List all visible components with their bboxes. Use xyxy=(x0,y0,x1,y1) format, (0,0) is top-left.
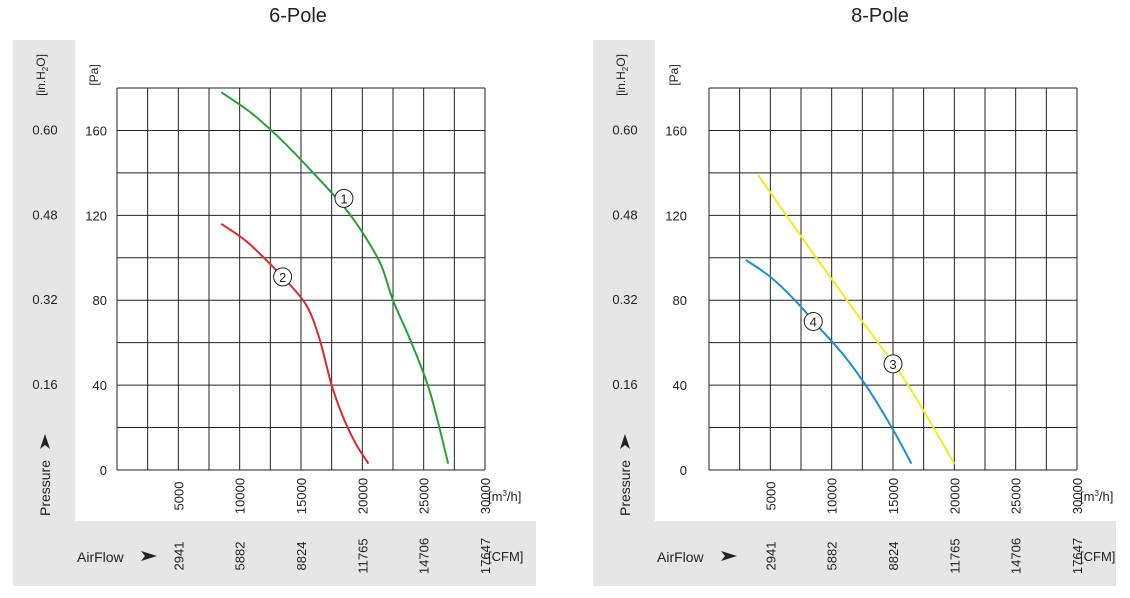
x-tick-label: 5000 xyxy=(763,482,778,511)
cfm-tick-label: 17647 xyxy=(478,538,493,574)
airflow-arrow-icon xyxy=(721,551,737,561)
x-tick-label: 15000 xyxy=(886,478,901,514)
cfm-tick-label: 8824 xyxy=(886,542,901,571)
cfm-axis-band xyxy=(13,521,536,586)
curve-marker-label: 1 xyxy=(340,191,347,206)
airflow-arrow-icon xyxy=(141,551,157,561)
cfm-axis-band xyxy=(593,521,1116,586)
airflow-label: AirFlow xyxy=(657,549,705,565)
chart-panel-1: 6-Pole[in.H2O][Pa]0.600.480.320.16160120… xyxy=(13,5,536,586)
left-tick-label: 0.48 xyxy=(32,207,57,222)
pa-tick-label: 0 xyxy=(680,463,687,478)
curve-marker-label: 2 xyxy=(279,270,286,285)
pressure-label: Pressure xyxy=(37,460,53,516)
left-tick-label: 0.16 xyxy=(612,377,637,392)
curve-marker-circle xyxy=(273,267,293,287)
pressure-label: Pressure xyxy=(617,460,633,516)
cfm-tick-label: 5882 xyxy=(233,542,248,571)
curve-marker-circle xyxy=(803,311,823,331)
curve-3 xyxy=(757,174,956,465)
left-axis-band xyxy=(13,40,75,521)
chart-panel-2: 8-Pole [in.H2O] [Pa] 0.60 0.48 0.32 0.16 160 120… xyxy=(593,5,1116,586)
left-tick-label: 0.16 xyxy=(32,377,57,392)
curve-marker-circle xyxy=(334,188,354,208)
cfm-tick-label: 2941 xyxy=(763,542,778,571)
pa-tick-label: 80 xyxy=(673,293,687,308)
curve-2 xyxy=(220,222,370,465)
pa-tick-label: 80 xyxy=(93,293,107,308)
x-tick-label: 20000 xyxy=(355,478,370,514)
pressure-arrow-icon xyxy=(620,434,630,449)
cfm-tick-label: 11765 xyxy=(947,538,962,573)
left-tick-label: 0.60 xyxy=(612,122,637,137)
x-tick-label: 15000 xyxy=(294,478,309,514)
pa-tick-label: 120 xyxy=(85,208,107,223)
cfm-tick-label: 11765 xyxy=(355,538,370,573)
curve-4 xyxy=(745,259,913,465)
cfm-axis-unit: [CFM] xyxy=(1080,549,1115,564)
x-tick-label: 30000 xyxy=(478,478,493,514)
x-tick-label: 25000 xyxy=(417,478,432,514)
left-axis-unit: [in.H2O] xyxy=(34,54,50,96)
x-axis-unit: [m3/h] xyxy=(488,489,521,504)
chart-title: 6-Pole xyxy=(269,5,327,27)
right-axis-unit: [Pa] xyxy=(667,64,681,85)
cfm-tick-label: 14706 xyxy=(417,538,432,574)
cfm-tick-label: 2941 xyxy=(171,542,186,571)
left-axis-band xyxy=(593,40,655,521)
pa-tick-label: 160 xyxy=(665,123,687,138)
curve-1 xyxy=(220,91,450,464)
x-tick-label: 10000 xyxy=(825,478,840,514)
left-tick-label: 0.60 xyxy=(32,122,57,137)
x-tick-label: 30000 xyxy=(1070,478,1085,514)
x-tick-label: 20000 xyxy=(947,478,962,514)
pa-tick-label: 120 xyxy=(665,208,687,223)
x-tick-label: 25000 xyxy=(1009,478,1024,514)
pa-tick-label: 40 xyxy=(673,378,687,393)
chart-title: 8-Pole xyxy=(851,5,909,27)
cfm-tick-label: 8824 xyxy=(294,542,309,571)
airflow-label: AirFlow xyxy=(77,549,125,565)
left-tick-label: 0.32 xyxy=(612,292,637,307)
left-tick-label: 0.32 xyxy=(32,292,57,307)
x-tick-label: 5000 xyxy=(171,482,186,511)
pa-tick-label: 40 xyxy=(93,378,107,393)
left-axis-unit: [in.H2O] xyxy=(614,54,630,96)
cfm-tick-label: 5882 xyxy=(825,542,840,571)
pressure-arrow-icon xyxy=(40,434,50,449)
curve-marker-circle xyxy=(883,354,903,374)
left-tick-label: 0.48 xyxy=(612,207,637,222)
pa-tick-label: 160 xyxy=(85,123,107,138)
curve-marker-label: 3 xyxy=(889,357,896,372)
curve-marker-label: 4 xyxy=(810,314,817,329)
pa-tick-label: 0 xyxy=(100,463,107,478)
cfm-axis-unit: [CFM] xyxy=(488,549,523,564)
x-tick-label: 10000 xyxy=(233,478,248,514)
cfm-tick-label: 14706 xyxy=(1009,538,1024,574)
x-axis-unit: [m3/h] xyxy=(1080,489,1113,504)
cfm-tick-label: 17647 xyxy=(1070,538,1085,574)
right-axis-unit: [Pa] xyxy=(87,64,101,85)
